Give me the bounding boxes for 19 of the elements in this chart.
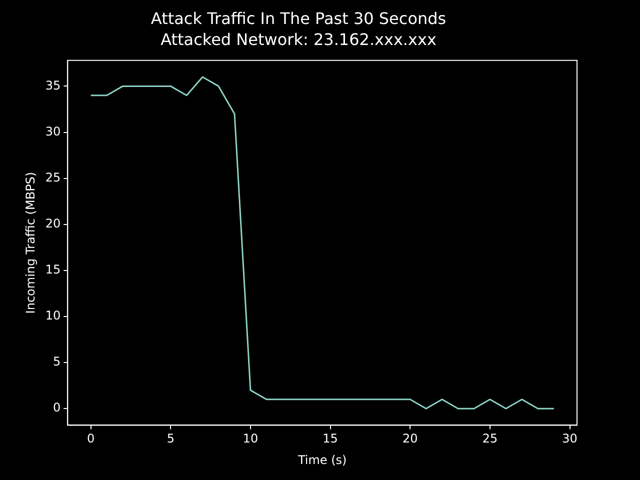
y-tick-label: 10 — [45, 308, 61, 323]
y-tick-label: 0 — [53, 400, 61, 415]
y-tick-label: 15 — [45, 262, 61, 277]
x-tick-label: 25 — [482, 432, 498, 446]
y-axis-title: Incoming Traffic (MBPS) — [23, 172, 38, 314]
x-tick-label: 10 — [242, 432, 258, 446]
x-tick-label: 20 — [402, 432, 418, 446]
y-tick-label: 20 — [45, 216, 61, 230]
chart-title: Attack Traffic In The Past 30 Seconds — [150, 8, 446, 28]
chart-subtitle: Attacked Network: 23.162.xxx.xxx — [160, 30, 436, 49]
x-axis-title: Time (s) — [296, 452, 347, 467]
x-tick-label: 0 — [87, 432, 95, 446]
x-tick-label: 5 — [166, 432, 174, 446]
x-tick-label: 15 — [322, 432, 338, 446]
y-tick-label: 25 — [45, 170, 61, 184]
y-tick-label: 30 — [45, 124, 61, 138]
y-tick-label: 35 — [45, 78, 61, 92]
x-tick-label: 30 — [562, 432, 578, 446]
y-tick-label: 5 — [53, 354, 61, 369]
